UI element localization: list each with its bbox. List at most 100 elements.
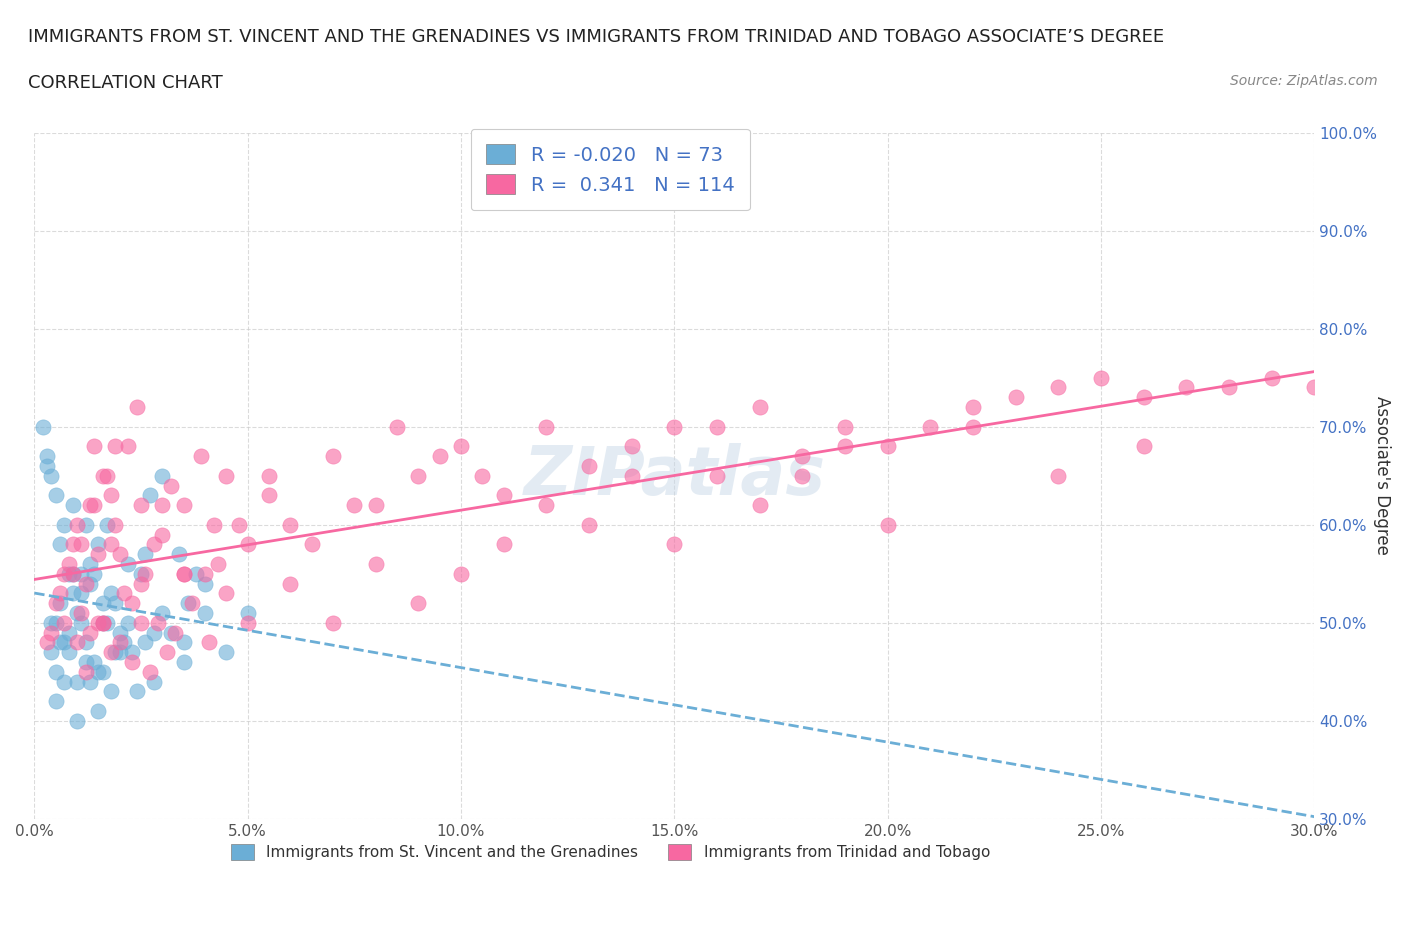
Point xyxy=(104,596,127,611)
Point xyxy=(706,419,728,434)
Point xyxy=(322,448,344,463)
Point xyxy=(104,439,127,454)
Point xyxy=(70,537,93,551)
Point xyxy=(748,400,770,415)
Point xyxy=(104,644,127,659)
Point xyxy=(471,469,494,484)
Point xyxy=(792,469,814,484)
Point xyxy=(142,537,165,551)
Point xyxy=(70,605,93,620)
Point xyxy=(83,439,105,454)
Point xyxy=(87,704,110,719)
Point xyxy=(108,547,131,562)
Point xyxy=(83,566,105,581)
Point xyxy=(129,566,152,581)
Point xyxy=(79,556,101,571)
Point xyxy=(134,547,156,562)
Point xyxy=(91,616,114,631)
Point xyxy=(876,439,898,454)
Point xyxy=(450,566,472,581)
Point xyxy=(146,616,169,631)
Point xyxy=(53,674,76,689)
Point xyxy=(1260,370,1282,385)
Point xyxy=(142,674,165,689)
Point xyxy=(1090,370,1112,385)
Point xyxy=(49,596,72,611)
Point xyxy=(280,576,302,591)
Point xyxy=(100,644,122,659)
Point xyxy=(194,566,217,581)
Point xyxy=(492,537,515,551)
Point xyxy=(41,625,63,640)
Point xyxy=(138,488,160,503)
Point xyxy=(62,498,84,512)
Point xyxy=(134,566,156,581)
Point xyxy=(83,655,105,670)
Point xyxy=(138,664,160,679)
Point xyxy=(1004,390,1026,405)
Point xyxy=(748,498,770,512)
Point xyxy=(37,448,59,463)
Point xyxy=(207,556,229,571)
Text: ZIPatlas: ZIPatlas xyxy=(523,443,825,509)
Point xyxy=(87,537,110,551)
Point xyxy=(408,596,430,611)
Point xyxy=(45,488,67,503)
Point xyxy=(49,635,72,650)
Point xyxy=(121,596,143,611)
Point xyxy=(87,547,110,562)
Point xyxy=(75,576,97,591)
Point xyxy=(364,498,387,512)
Point xyxy=(492,488,515,503)
Point xyxy=(706,469,728,484)
Point xyxy=(53,616,76,631)
Point xyxy=(429,448,451,463)
Point xyxy=(53,517,76,532)
Point xyxy=(280,517,302,532)
Point xyxy=(41,616,63,631)
Point xyxy=(150,498,173,512)
Point xyxy=(70,566,93,581)
Point xyxy=(96,616,118,631)
Point xyxy=(62,566,84,581)
Point xyxy=(186,566,208,581)
Point xyxy=(792,448,814,463)
Point xyxy=(150,469,173,484)
Point xyxy=(53,635,76,650)
Point xyxy=(1132,390,1154,405)
Point xyxy=(87,664,110,679)
Point xyxy=(70,616,93,631)
Point xyxy=(1132,439,1154,454)
Point xyxy=(215,469,238,484)
Point xyxy=(536,498,558,512)
Point xyxy=(100,537,122,551)
Point xyxy=(129,498,152,512)
Point xyxy=(117,556,139,571)
Point xyxy=(364,556,387,571)
Point xyxy=(58,566,80,581)
Point xyxy=(160,625,183,640)
Point xyxy=(112,635,135,650)
Point xyxy=(129,616,152,631)
Point xyxy=(215,586,238,601)
Point xyxy=(75,517,97,532)
Point xyxy=(75,635,97,650)
Point xyxy=(173,566,195,581)
Point xyxy=(70,586,93,601)
Point xyxy=(343,498,366,512)
Point xyxy=(91,616,114,631)
Point xyxy=(121,655,143,670)
Point xyxy=(620,469,643,484)
Point xyxy=(79,625,101,640)
Point xyxy=(125,400,148,415)
Point xyxy=(190,448,212,463)
Point xyxy=(58,556,80,571)
Point xyxy=(257,469,280,484)
Point xyxy=(108,635,131,650)
Point xyxy=(173,566,195,581)
Point xyxy=(620,439,643,454)
Point xyxy=(408,469,430,484)
Point xyxy=(1218,380,1240,395)
Point xyxy=(83,498,105,512)
Point xyxy=(129,576,152,591)
